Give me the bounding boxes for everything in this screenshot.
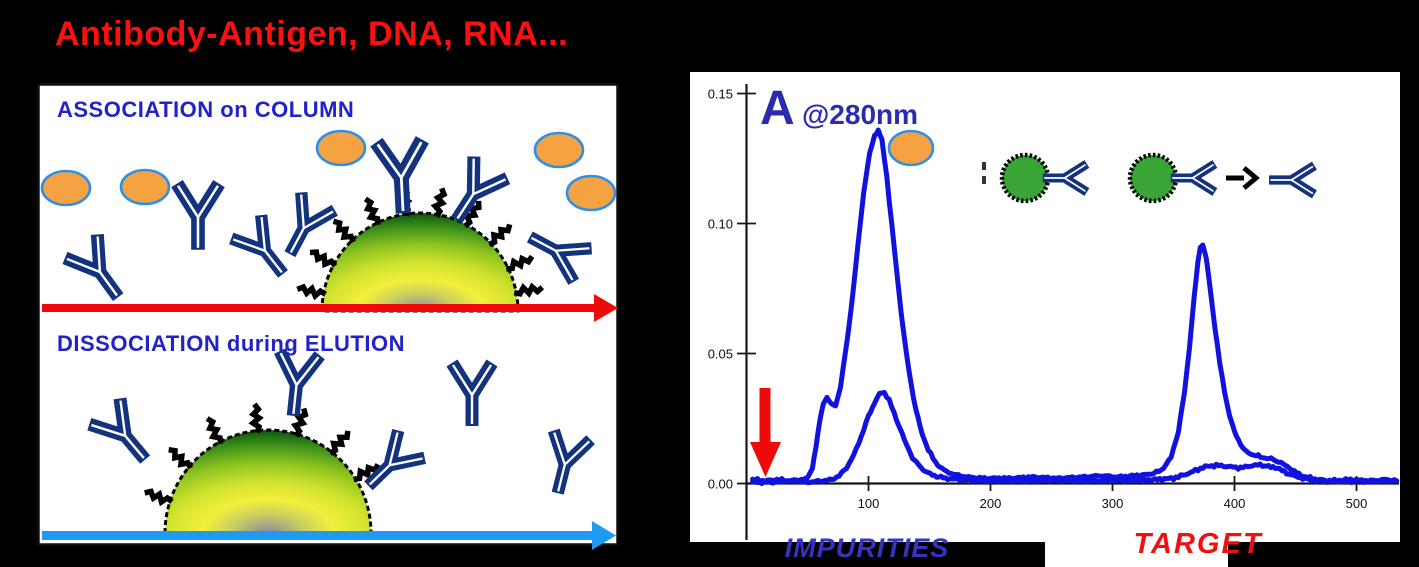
antigen-icon — [119, 168, 171, 206]
target-annotation: TARGET — [1133, 528, 1262, 560]
release-arrow-icon — [1226, 166, 1260, 190]
antigen-icon — [40, 169, 92, 207]
x-tick-label: 500 — [1346, 496, 1368, 511]
chromatogram-traces — [750, 127, 1400, 486]
antigen-icon — [565, 174, 617, 212]
y-tick-label: 0.00 — [708, 477, 733, 492]
x-tick-label: 200 — [980, 496, 1002, 511]
antigen-icon — [315, 129, 367, 167]
antigen-icon — [533, 131, 585, 169]
page-title: Antibody-Antigen, DNA, RNA... — [55, 15, 568, 53]
white-strip — [1045, 542, 1228, 567]
affinity-bead-icon — [163, 428, 373, 535]
impurities-annotation: IMPURITIES — [785, 533, 950, 563]
detector-label-sub: @280nm — [802, 99, 918, 130]
injection-arrow-icon — [750, 388, 781, 477]
y-axis-ticks: 0.00 0.05 0.10 0.15 — [708, 87, 756, 492]
dissociation-label: DISSOCIATION during ELUTION — [57, 331, 405, 356]
y-tick-label: 0.10 — [708, 217, 733, 232]
release-schematic-icons — [982, 152, 1314, 204]
trace-1 — [750, 127, 1400, 485]
association-dissociation-panel: ASSOCIATION on COLUMN DISSOCIATION durin… — [37, 83, 619, 550]
bead-icon — [1127, 152, 1179, 204]
dashed-line-fragment — [982, 162, 986, 170]
y-tick-label: 0.05 — [708, 347, 733, 362]
x-axis-ticks: 100 200 300 400 500 — [858, 476, 1368, 511]
x-tick-label: 400 — [1224, 496, 1246, 511]
association-label: ASSOCIATION on COLUMN — [57, 97, 354, 122]
chromatogram-panel: 0.00 0.05 0.10 0.15 100 200 300 400 500 A @280n… — [690, 72, 1400, 567]
trace-2 — [750, 390, 1396, 486]
elution-arrow-blue — [42, 521, 616, 550]
x-tick-label: 100 — [858, 496, 880, 511]
y-tick-label: 0.15 — [708, 87, 733, 102]
x-tick-label: 300 — [1102, 496, 1124, 511]
bead-icon — [999, 152, 1051, 204]
antigen-peak-marker-icon — [887, 129, 935, 167]
dashed-line-fragment — [982, 176, 986, 184]
flow-arrow-red — [42, 294, 618, 322]
affinity-bead-icon — [320, 211, 520, 313]
detector-label-main: A — [760, 82, 795, 135]
